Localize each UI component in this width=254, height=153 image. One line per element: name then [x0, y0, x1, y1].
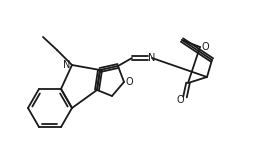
- Text: O: O: [200, 42, 208, 52]
- Text: O: O: [176, 95, 183, 105]
- Text: O: O: [125, 77, 132, 87]
- Text: N: N: [148, 53, 155, 63]
- Text: N: N: [63, 60, 70, 70]
